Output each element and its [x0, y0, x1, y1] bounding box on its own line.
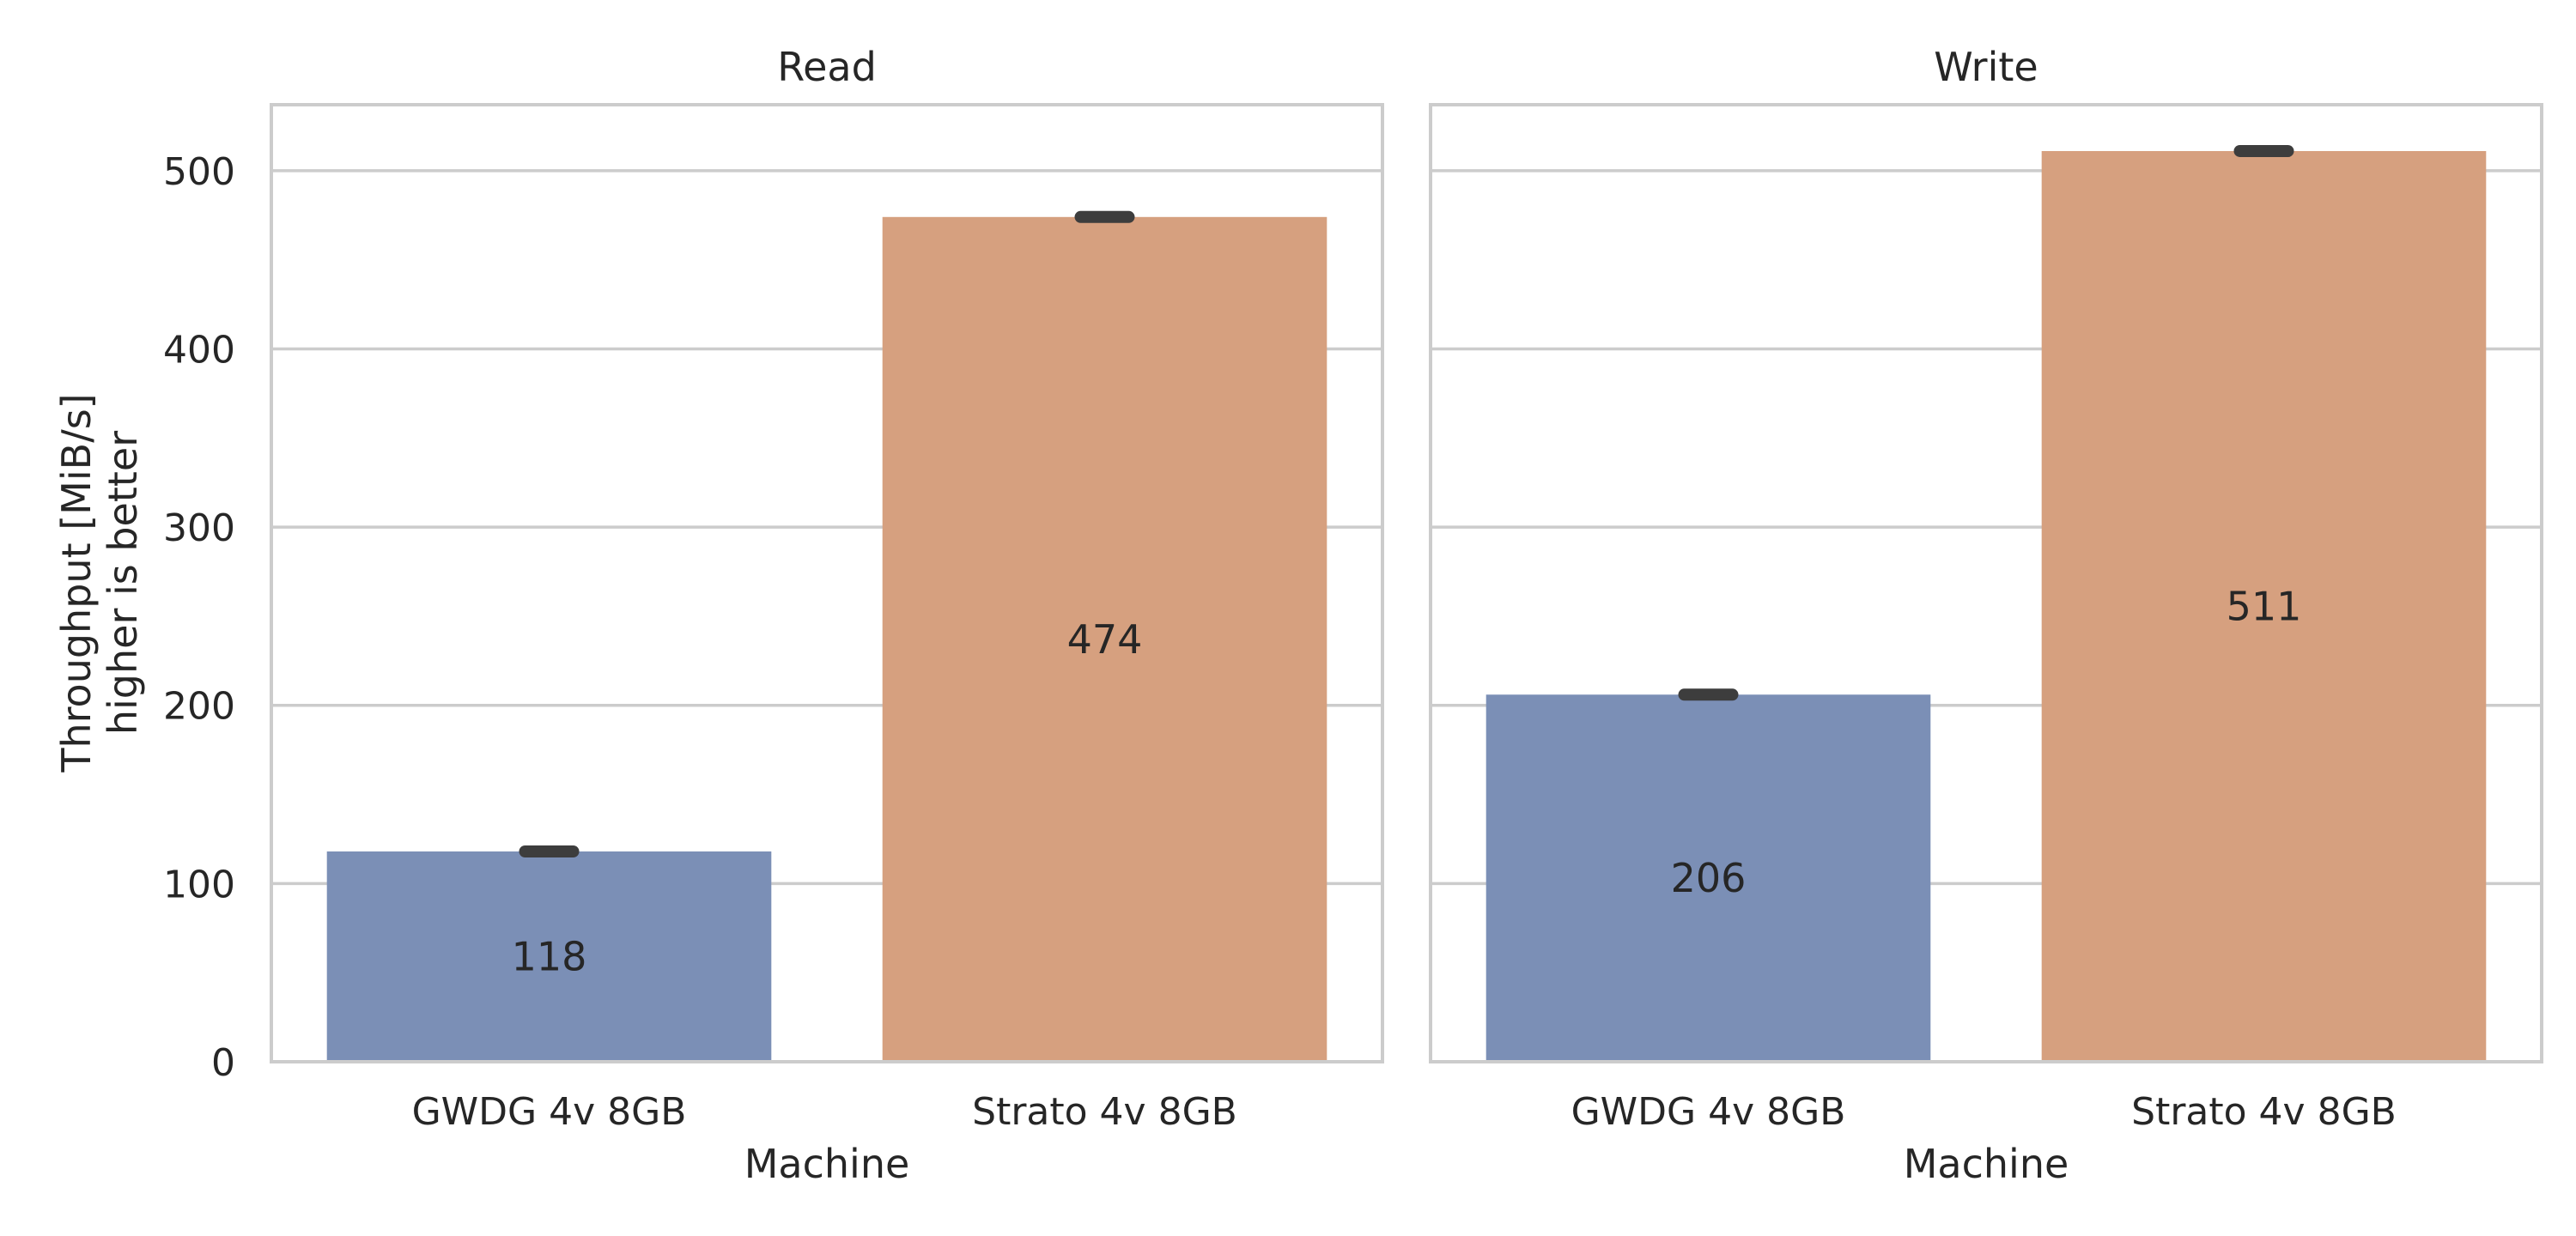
- y-tick-label: 200: [163, 685, 235, 729]
- x-tick-label: GWDG 4v 8GB: [1571, 1090, 1846, 1134]
- panel-frame: [270, 103, 1384, 1063]
- bar: [1485, 694, 1931, 1062]
- bar: [2041, 150, 2487, 1062]
- x-tick-label: Strato 4v 8GB: [2131, 1090, 2397, 1134]
- panel-title: Write: [1934, 44, 2038, 90]
- chart-panel-read: 118 GWDG 4v 8GB 474 Strato 4v 8GB Read Machin…: [270, 44, 1384, 1187]
- bar-value-label: 511: [2227, 583, 2302, 629]
- y-axis-label-line: Throughput [MiB/s]: [53, 393, 100, 772]
- panel-title: Read: [777, 44, 877, 90]
- x-tick-label: Strato 4v 8GB: [972, 1090, 1237, 1134]
- y-axis-label: Throughput [MiB/s]higher is better: [53, 393, 146, 772]
- y-axis-ticks: 0 100 200 300 400 500: [163, 150, 235, 1085]
- y-tick-label: 100: [163, 863, 235, 906]
- y-tick-label: 0: [211, 1041, 235, 1085]
- bar-value-label: 474: [1067, 616, 1143, 663]
- y-axis-label-line: higher is better: [100, 431, 146, 735]
- panel-frame: [1429, 103, 2543, 1063]
- chart-panel-write: 206 GWDG 4v 8GB 511 Strato 4v 8GB Write Machi…: [1429, 44, 2543, 1187]
- bar-value-label: 206: [1671, 855, 1747, 901]
- x-tick-label: GWDG 4v 8GB: [412, 1090, 687, 1134]
- bar: [882, 216, 1327, 1062]
- bar: [326, 851, 772, 1062]
- x-axis-label: Machine: [744, 1141, 910, 1187]
- y-tick-label: 300: [163, 506, 235, 550]
- chart-panels: 118 GWDG 4v 8GB 474 Strato 4v 8GB Read Machin…: [163, 44, 2543, 1187]
- y-tick-label: 500: [163, 150, 235, 194]
- y-tick-label: 400: [163, 328, 235, 372]
- x-axis-label: Machine: [1904, 1141, 2069, 1187]
- bar-value-label: 118: [512, 933, 587, 979]
